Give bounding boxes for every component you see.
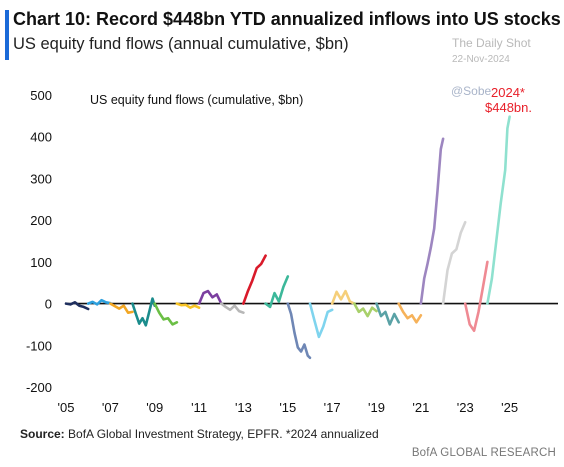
y-tick-label: 300	[30, 171, 52, 186]
series-line-2012	[220, 302, 245, 315]
series-line-2023	[463, 260, 489, 333]
series-line-2016	[308, 302, 334, 339]
x-tick-label: '25	[501, 400, 518, 415]
source-label: Source:	[20, 427, 65, 441]
x-tick-label: '23	[457, 400, 474, 415]
chart-subtitle: US equity fund flows (annual cumulative,…	[13, 35, 349, 53]
x-tick-label: '21	[412, 400, 429, 415]
x-tick-label: '15	[279, 400, 296, 415]
series-line-2013	[242, 254, 267, 305]
y-tick-label: 500	[30, 88, 52, 103]
series-line-2018	[352, 302, 378, 318]
series-line-2020	[397, 302, 423, 324]
series-group	[64, 115, 511, 360]
series-line-2009	[153, 302, 179, 326]
x-tick-label: '19	[368, 400, 385, 415]
x-tick-label: '11	[191, 400, 207, 415]
y-tick-label: 0	[45, 297, 52, 312]
watermark-publisher: The Daily Shot	[452, 36, 531, 50]
series-line-2024	[486, 115, 511, 305]
x-tick-label: '09	[146, 400, 163, 415]
series-line-2017	[330, 289, 356, 305]
annotation-value-label: $448bn.	[485, 100, 532, 115]
series-line-2014	[264, 275, 290, 309]
source-text: BofA Global Investment Strategy, EPFR. *…	[64, 427, 379, 441]
x-axis: '05 '07 '09 '11 '13 '15 '17 '19 '21 '23 '25	[58, 400, 519, 415]
watermark-handle: @Sobe	[451, 84, 492, 98]
y-axis: -200 -100 0 100 200 300 400 500	[26, 88, 52, 395]
x-tick-label: '05	[58, 400, 75, 415]
series-line-2015	[286, 302, 312, 360]
y-tick-label: 100	[30, 255, 52, 270]
x-tick-label: '07	[102, 400, 119, 415]
series-line-2019	[375, 302, 401, 326]
series-line-2011	[197, 289, 223, 305]
y-tick-label: 200	[30, 213, 52, 228]
y-tick-label: -100	[26, 338, 52, 353]
source-note: Source: BofA Global Investment Strategy,…	[20, 427, 379, 441]
x-tick-label: '13	[235, 400, 252, 415]
series-line-2006	[86, 298, 112, 306]
inner-chart-label: US equity fund flows (cumulative, $bn)	[90, 93, 303, 107]
x-tick-label: '17	[324, 400, 341, 415]
series-line-2022	[441, 220, 467, 305]
series-line-2008	[131, 297, 156, 327]
series-line-2007	[109, 302, 134, 315]
series-line-2005	[64, 300, 90, 311]
series-line-2021	[419, 137, 445, 305]
y-tick-label: -200	[26, 380, 52, 395]
title-accent-bar	[5, 10, 9, 60]
series-line-2010	[175, 302, 201, 310]
watermark-date: 22-Nov-2024	[452, 54, 510, 65]
annotation-year-label: 2024*	[491, 85, 525, 100]
brand-footer: BofA GLOBAL RESEARCH	[411, 447, 556, 459]
chart-title: Chart 10: Record $448bn YTD annualized i…	[13, 9, 561, 29]
y-tick-label: 400	[30, 130, 52, 145]
